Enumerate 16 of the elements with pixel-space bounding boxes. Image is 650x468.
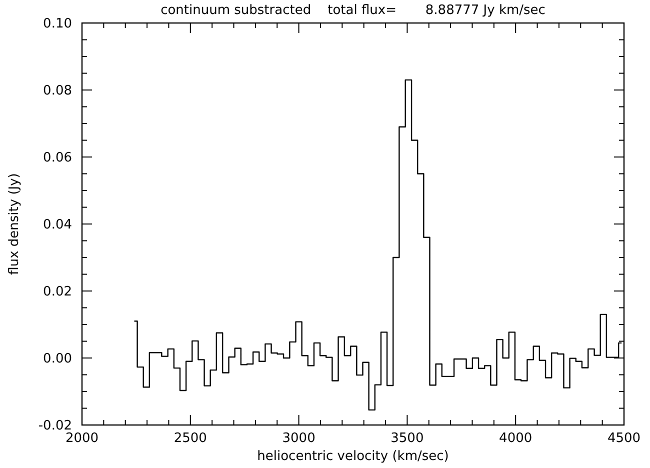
x-tick-label: 3500 <box>390 431 424 446</box>
x-tick-label: 4500 <box>607 431 641 446</box>
y-axis-title: flux density (Jy) <box>7 173 22 275</box>
x-tick-label: 3000 <box>282 431 316 446</box>
y-tick-label: -0.02 <box>38 418 72 434</box>
y-tick-label: 0.08 <box>43 84 72 98</box>
chart-title: continuum substracted total flux= 8.88777 Jy km/sec <box>160 3 546 18</box>
y-tick-label: 0.00 <box>43 352 72 366</box>
x-tick-label: 4000 <box>499 431 532 446</box>
x-tick-label: 2500 <box>174 431 207 446</box>
x-axis-title: heliocentric velocity (km/sec) <box>257 449 449 464</box>
y-tick-label: 0.04 <box>43 218 72 232</box>
y-tick-label: 0.02 <box>43 284 72 300</box>
x-tick-label: 2000 <box>65 431 99 446</box>
y-tick-label: 0.06 <box>43 150 72 166</box>
y-tick-label: 0.10 <box>43 16 72 32</box>
